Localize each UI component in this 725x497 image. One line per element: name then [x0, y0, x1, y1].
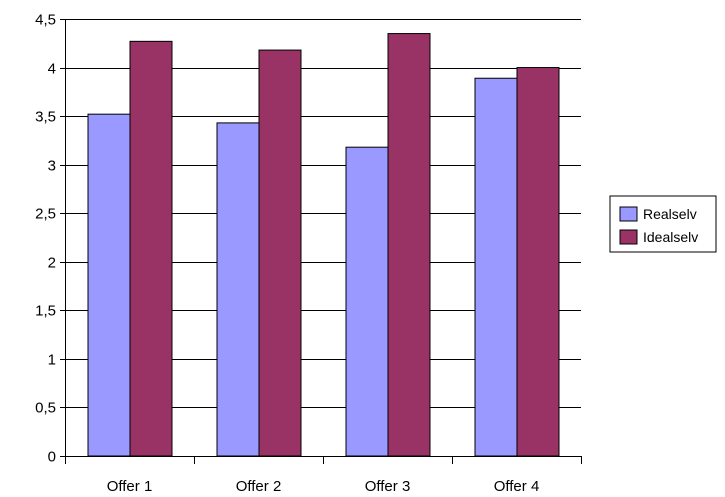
bars: [87, 33, 560, 457]
bar-realselv-4: [474, 77, 518, 457]
y-tick-label: 3,5: [35, 109, 56, 126]
x-tick-label: Offer 1: [107, 478, 153, 495]
x-axis: Offer 1 Offer 2 Offer 3 Offer 4: [65, 456, 582, 495]
legend-label-realselv: Realselv: [643, 206, 697, 222]
legend-swatch-realselv: [619, 206, 638, 222]
y-tick-label: 2: [48, 255, 56, 272]
x-tick-label: Offer 4: [494, 478, 540, 495]
bar-realselv-3: [345, 146, 389, 457]
y-tick-label: 1,5: [35, 303, 56, 320]
bar-idealselv-4: [516, 67, 560, 457]
y-tick-label: 4,5: [35, 12, 56, 29]
x-tick-label: Offer 2: [236, 478, 282, 495]
legend-swatch-idealselv: [619, 229, 638, 245]
bar-realselv-1: [87, 113, 131, 457]
y-tick-label: 0,5: [35, 400, 56, 417]
legend: Realselv Idealselv: [609, 195, 717, 253]
y-axis: 0 0,5 1 1,5 2 2,5 3 3,5 4 4,5: [35, 12, 66, 466]
bar-idealselv-1: [129, 40, 173, 457]
bar-realselv-2: [216, 122, 260, 457]
x-tick-label: Offer 3: [365, 478, 411, 495]
y-tick-label: 1: [48, 352, 56, 369]
bar-idealselv-2: [258, 49, 302, 457]
y-tick-label: 3: [48, 158, 56, 175]
y-tick-label: 2,5: [35, 206, 56, 223]
y-tick-label: 0: [48, 449, 56, 466]
bar-idealselv-3: [387, 33, 431, 457]
y-tick-label: 4: [48, 61, 56, 78]
legend-label-idealselv: Idealselv: [643, 229, 698, 245]
